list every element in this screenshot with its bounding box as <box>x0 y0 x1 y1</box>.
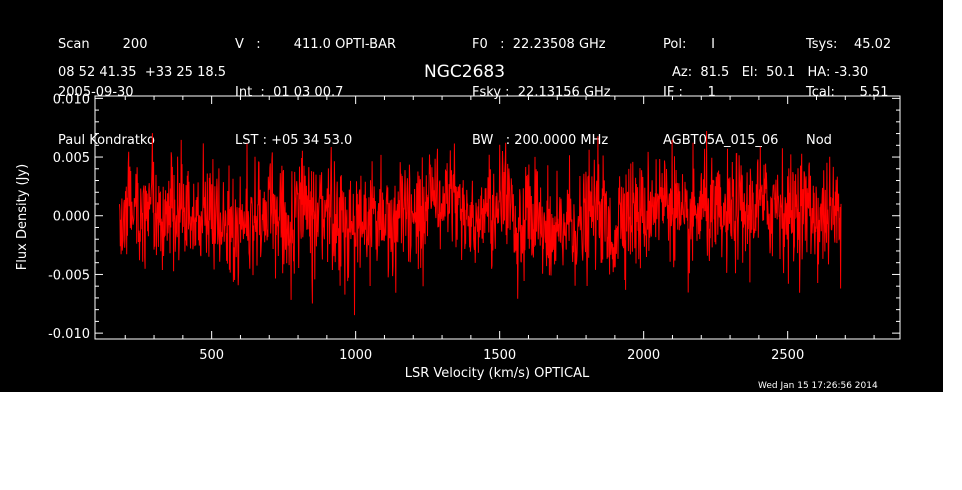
plot-panel <box>0 0 943 392</box>
x-tick-label: 1000 <box>339 348 372 363</box>
x-tick-label: 2500 <box>771 348 804 363</box>
header-tsys: Tsys: 45.02 <box>806 37 892 52</box>
y-tick-label: -0.010 <box>48 327 90 342</box>
x-tick-label: 500 <box>199 348 224 363</box>
y-tick-label: -0.005 <box>48 268 90 283</box>
header-bandwidth: BW : 200.0000 MHz <box>472 133 609 148</box>
y-axis-ticks: -0.010 -0.005 0.000 0.005 0.010 <box>48 92 900 342</box>
header-velocity: V : 411.0 OPTI-BAR <box>235 37 396 52</box>
y-tick-label: 0.005 <box>53 151 90 166</box>
x-tick-label: 2000 <box>627 348 660 363</box>
header-azel: Az: 81.5 El: 50.1 HA: -3.30 <box>672 65 869 80</box>
x-axis-ticks: 500 1000 1500 2000 2500 <box>124 96 875 363</box>
header-scan-block: Scan 200 2005-09-30 Paul Kondratko <box>58 5 155 165</box>
footer-timestamp: Wed Jan 15 17:26:56 2014 <box>758 381 878 391</box>
header-procedure: Nod <box>806 133 832 148</box>
header-pol: Pol: I <box>663 37 715 52</box>
plot-frame <box>94 95 901 340</box>
spectrum-chart: 500 1000 1500 2000 2500 -0.010 -0.005 0.000 0.0… <box>15 92 901 381</box>
header-if: IF : 1 <box>663 85 716 100</box>
header-pol-block: Pol: I IF : 1 AGBT05A_015_06 <box>663 5 778 165</box>
header-observer: Paul Kondratko <box>58 133 155 148</box>
header-f0: F0 : 22.23508 GHz <box>472 37 606 52</box>
y-tick-label: 0.000 <box>53 210 90 225</box>
x-axis-label: LSR Velocity (km/s) OPTICAL <box>405 366 590 381</box>
header-project: AGBT05A_015_06 <box>663 133 779 148</box>
x-tick-label: 1500 <box>483 348 516 363</box>
spectrum-trace <box>119 130 842 316</box>
y-axis-label: Flux Density (Jy) <box>15 164 30 270</box>
chart-title: NGC2683 <box>424 62 506 82</box>
y-tick-label: 0.010 <box>53 92 90 107</box>
header-coordinates: 08 52 41.35 +33 25 18.5 <box>58 65 227 80</box>
header-scan: Scan 200 <box>58 37 148 52</box>
header-lst: LST : +05 34 53.0 <box>235 133 353 148</box>
